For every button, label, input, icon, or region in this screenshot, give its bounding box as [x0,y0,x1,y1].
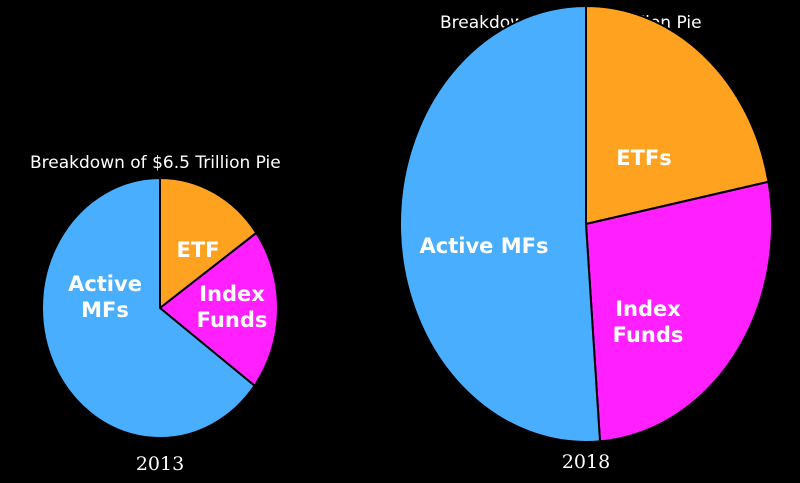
pie-slice-active-mfs [41,176,256,439]
pie-slice-index-funds [158,231,279,388]
pie-chart-2018: Breakdown of $11.6 Trillion Pie Active M… [399,4,773,473]
pie-slices-2018 [399,4,773,443]
pie-slices-2013 [41,176,279,439]
pie-slice-active-mfs [399,4,602,443]
pie-slice-etf [159,176,258,311]
pie-labels-2018: Active MFs ETFs Index Funds [420,146,684,347]
pie-slice-index-funds [584,180,773,443]
pie-chart-2013: Breakdown of $6.5 Trillion Pie Active MFs… [30,153,281,475]
pie-label-etfs: ETFs [616,146,672,170]
pie-slice-etfs [585,4,770,226]
pie-labels-2013: Active MFs ETF Index Funds [68,238,267,332]
pie-label-active-mfs: Active MFs [420,234,549,258]
pie-label-index-funds: Index Funds [613,297,684,347]
chart-title-2013: Breakdown of $6.5 Trillion Pie [30,153,281,173]
year-label-2013: 2013 [136,453,184,475]
pie-label-active-mfs: Active MFs [68,272,142,322]
year-label-2018: 2018 [562,451,610,473]
pie-label-index-funds: Index Funds [197,282,268,332]
pie-label-etf: ETF [176,238,219,262]
